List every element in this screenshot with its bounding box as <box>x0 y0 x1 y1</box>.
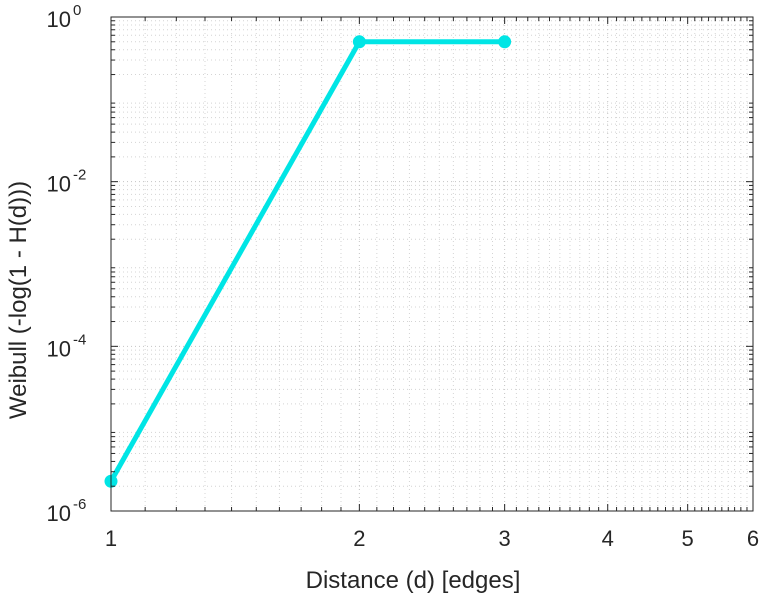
x-tick-label: 5 <box>682 526 694 551</box>
x-tick-label: 2 <box>353 526 365 551</box>
y-axis-label: Weibull (-log(1 - H(d))) <box>5 181 32 419</box>
y-tick-label: 10 <box>47 501 71 526</box>
x-tick-label: 4 <box>602 526 614 551</box>
y-tick-exponent: -6 <box>73 496 86 513</box>
y-tick-label: 10 <box>47 172 71 197</box>
y-tick-exponent: -4 <box>73 331 86 348</box>
data-point <box>498 35 512 49</box>
y-tick-label: 10 <box>47 336 71 361</box>
x-tick-label: 3 <box>499 526 511 551</box>
data-point <box>352 35 366 49</box>
x-tick-label: 6 <box>747 526 759 551</box>
y-tick-label: 10 <box>47 7 71 32</box>
plot-area <box>111 17 753 511</box>
y-tick-exponent: 0 <box>73 2 81 19</box>
x-tick-label: 1 <box>105 526 117 551</box>
y-tick-exponent: -2 <box>73 167 86 184</box>
x-axis-label: Distance (d) [edges] <box>306 567 521 594</box>
axes-layer <box>110 16 754 512</box>
plot-layer <box>104 35 512 488</box>
grid-layer <box>110 16 754 512</box>
axes-box <box>110 16 754 512</box>
